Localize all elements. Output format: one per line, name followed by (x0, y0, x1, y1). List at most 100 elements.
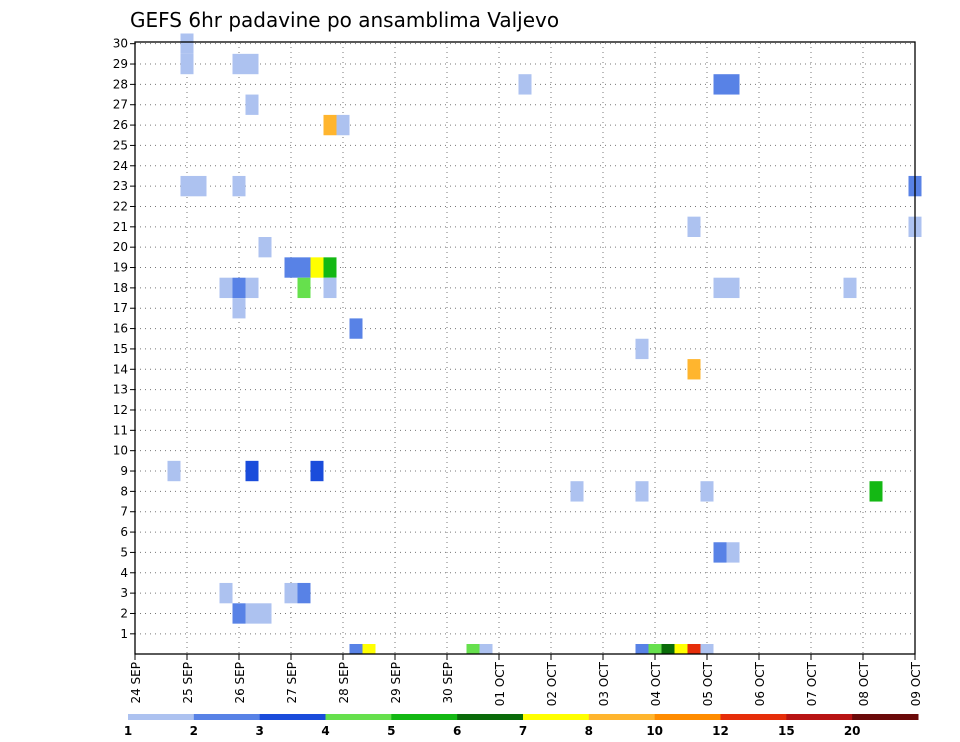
data-cell (843, 277, 857, 299)
data-cell (232, 277, 246, 299)
legend-label: 8 (585, 724, 593, 738)
legend-swatch (588, 714, 656, 720)
data-cell (323, 277, 337, 299)
data-cell (726, 542, 740, 563)
y-axis: 1234567891011121314151617181920212223242… (113, 37, 135, 641)
data-cell (635, 338, 649, 360)
y-tick-label: 12 (113, 403, 128, 417)
legend-label: 20 (844, 724, 861, 738)
summary-cell (349, 644, 363, 654)
data-cell (713, 74, 727, 95)
y-tick-label: 27 (113, 98, 128, 112)
legend-label: 2 (190, 724, 198, 738)
data-cell (180, 175, 194, 197)
data-cell (232, 175, 246, 197)
data-cell (726, 277, 740, 299)
y-tick-label: 4 (120, 566, 128, 580)
data-cell (297, 582, 311, 604)
legend-swatch (852, 714, 919, 720)
summary-cell (479, 644, 493, 654)
x-tick-label: 02 OCT (545, 661, 559, 706)
legend-swatch (128, 714, 195, 720)
legend-label: 3 (255, 724, 263, 738)
plot-border (134, 41, 916, 655)
data-cell (570, 481, 584, 502)
y-tick-label: 21 (113, 220, 128, 234)
data-cell (687, 216, 701, 237)
legend-swatch (457, 714, 524, 720)
y-tick-label: 19 (113, 261, 128, 275)
y-tick-label: 17 (113, 301, 128, 315)
chart-title: GEFS 6hr padavine po ansamblima Valjevo (130, 8, 559, 32)
x-tick-label: 06 OCT (753, 661, 767, 706)
data-cell (713, 277, 727, 299)
legend-label: 4 (321, 724, 329, 738)
summary-cell (635, 644, 649, 654)
summary-cell (687, 644, 701, 654)
data-cell (635, 481, 649, 502)
data-cell (687, 359, 701, 380)
legend-label: 6 (453, 724, 461, 738)
data-cell (713, 542, 727, 563)
y-tick-label: 25 (113, 138, 128, 152)
legend-label: 10 (646, 724, 663, 738)
legend-swatch (193, 714, 261, 720)
x-tick-label: 08 OCT (857, 661, 871, 706)
data-cell (232, 53, 246, 75)
y-tick-label: 6 (120, 525, 128, 539)
data-cell (518, 74, 532, 95)
y-tick-label: 1 (120, 627, 128, 641)
data-cell (258, 237, 272, 258)
data-cell (232, 298, 246, 319)
legend-swatch (786, 714, 853, 720)
y-tick-label: 5 (120, 545, 128, 559)
y-tick-label: 23 (113, 179, 128, 193)
x-tick-label: 04 OCT (649, 661, 663, 706)
y-tick-label: 22 (113, 199, 128, 213)
legend-swatch (720, 714, 787, 720)
data-cell (245, 277, 259, 299)
data-cell (245, 603, 259, 624)
data-cell (232, 603, 246, 624)
x-tick-label: 29 SEP (389, 662, 403, 704)
data-cell (700, 481, 714, 502)
y-tick-label: 2 (120, 606, 128, 620)
y-tick-label: 10 (113, 444, 128, 458)
data-cell (310, 257, 324, 278)
y-tick-label: 24 (113, 159, 128, 173)
x-tick-label: 25 SEP (181, 662, 195, 704)
data-cell (245, 53, 259, 75)
legend-label: 12 (712, 724, 729, 738)
data-cell (323, 257, 337, 278)
data-cell (284, 582, 298, 604)
summary-cell (661, 644, 675, 654)
y-tick-label: 14 (113, 362, 128, 376)
data-cell (726, 74, 740, 95)
x-tick-label: 24 SEP (129, 662, 143, 704)
legend-label: 15 (778, 724, 795, 738)
legend-swatch (654, 714, 721, 720)
summary-cell (674, 644, 688, 654)
x-tick-label: 26 SEP (233, 662, 247, 704)
x-tick-label: 27 SEP (285, 662, 299, 704)
data-cell (180, 33, 194, 54)
y-tick-label: 3 (120, 586, 128, 600)
x-tick-label: 01 OCT (493, 661, 507, 706)
legend-swatch (391, 714, 458, 720)
y-tick-label: 26 (113, 118, 128, 132)
legend-swatch (259, 714, 326, 720)
summary-cell (648, 644, 662, 654)
data-cell (869, 481, 883, 502)
summary-cell (700, 644, 714, 654)
x-tick-label: 09 OCT (909, 661, 923, 706)
data-cell (180, 53, 194, 75)
plot-frame (134, 41, 916, 655)
data-cell (245, 460, 259, 482)
y-tick-label: 9 (120, 464, 128, 478)
data-cell (349, 318, 363, 339)
x-tick-label: 30 SEP (441, 662, 455, 704)
x-tick-label: 28 SEP (337, 662, 351, 704)
x-tick-label: 07 OCT (805, 661, 819, 706)
data-cell (219, 277, 233, 299)
